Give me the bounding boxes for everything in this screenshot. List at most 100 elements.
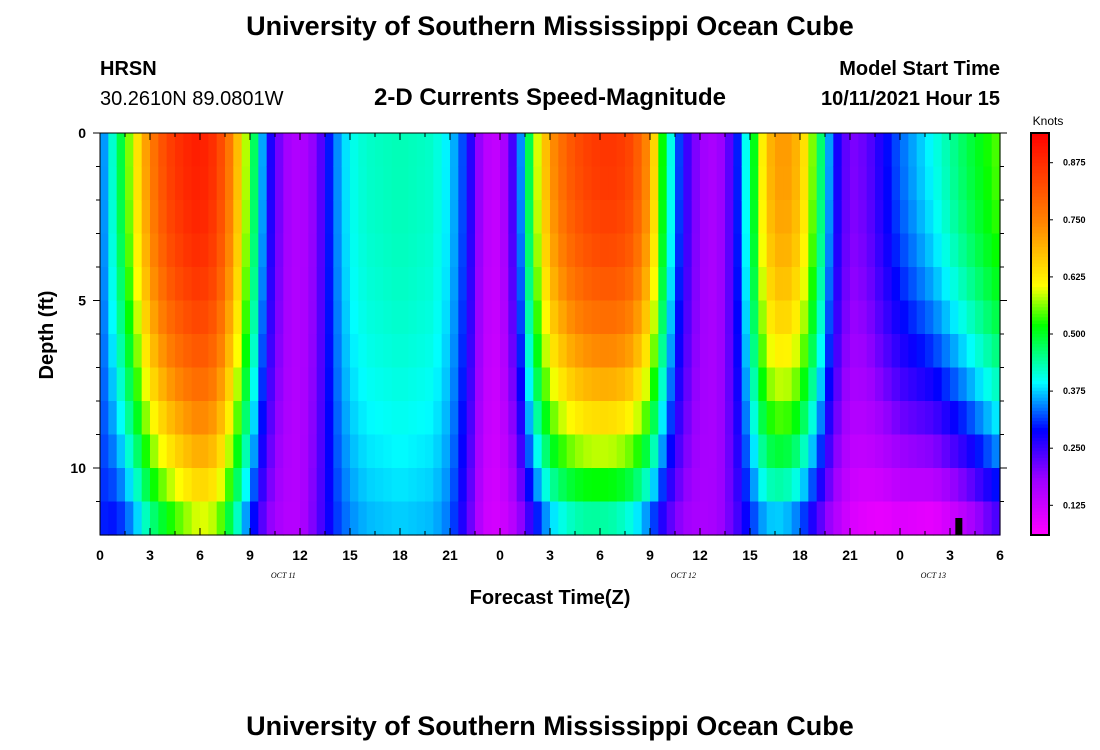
heatmap-cell xyxy=(241,233,251,268)
heatmap-cell xyxy=(125,233,134,268)
heatmap-cell xyxy=(300,401,309,436)
heatmap-cell xyxy=(650,200,659,235)
x-axis-label: Forecast Time(Z) xyxy=(470,587,631,609)
heatmap-cell xyxy=(541,434,551,469)
heatmap-cell xyxy=(691,300,701,335)
heatmap-cell xyxy=(941,200,951,235)
colorbar-segment xyxy=(1031,421,1049,425)
heatmap-cell xyxy=(850,501,859,536)
heatmap-cell xyxy=(316,233,326,268)
heatmap-cell xyxy=(625,200,634,235)
heatmap-cell xyxy=(758,267,768,302)
heatmap-cell xyxy=(333,233,343,268)
heatmap-cell xyxy=(300,133,309,168)
heatmap-cell xyxy=(550,166,559,201)
heatmap-cell xyxy=(425,334,434,369)
heatmap-cell xyxy=(775,401,784,436)
heatmap-cell xyxy=(500,267,509,302)
heatmap-cell xyxy=(158,200,168,235)
heatmap-cell xyxy=(458,434,468,469)
heatmap-cell xyxy=(583,401,593,436)
heatmap-cell xyxy=(925,501,934,536)
heatmap-cell xyxy=(758,233,768,268)
heatmap-cell xyxy=(991,200,1001,235)
heatmap-cell xyxy=(616,367,626,402)
x-tick-label: 21 xyxy=(842,547,858,563)
heatmap-cell xyxy=(266,434,276,469)
heatmap-cell xyxy=(533,501,543,536)
heatmap-cell xyxy=(666,501,676,536)
heatmap-cell xyxy=(516,434,526,469)
heatmap-cell xyxy=(575,233,584,268)
heatmap-cell xyxy=(308,166,318,201)
heatmap-cell xyxy=(200,133,209,168)
heatmap-cell xyxy=(483,233,493,268)
colorbar-segment xyxy=(1031,183,1049,188)
heatmap-cell xyxy=(658,401,668,436)
heatmap-cell xyxy=(516,468,526,503)
heatmap-cell xyxy=(666,434,676,469)
x-tick-label: 6 xyxy=(196,547,204,563)
colorbar-segment xyxy=(1031,273,1049,278)
heatmap-cell xyxy=(841,367,851,402)
heatmap-cell xyxy=(666,200,676,235)
heatmap-cell xyxy=(916,501,926,536)
colorbar-segment xyxy=(1031,159,1049,164)
heatmap-cell xyxy=(100,434,109,469)
heatmap-cell xyxy=(158,334,168,369)
heatmap-cell xyxy=(808,133,818,168)
heatmap-cell xyxy=(600,133,609,168)
heatmap-cell xyxy=(750,334,759,369)
heatmap-cell xyxy=(416,401,426,436)
heatmap-cell xyxy=(116,200,126,235)
heatmap-cell xyxy=(925,334,934,369)
heatmap-cell xyxy=(316,401,326,436)
heatmap-cell xyxy=(308,401,318,436)
heatmap-cell xyxy=(533,133,543,168)
heatmap-cell xyxy=(608,133,618,168)
heatmap-cell xyxy=(966,267,976,302)
heatmap-cell xyxy=(866,267,876,302)
heatmap-cell xyxy=(325,166,334,201)
heatmap-cell xyxy=(541,334,551,369)
heatmap-cell xyxy=(116,468,126,503)
heatmap-cell xyxy=(300,200,309,235)
heatmap-cell xyxy=(608,434,618,469)
heatmap-cell xyxy=(583,334,593,369)
heatmap-cell xyxy=(816,133,826,168)
heatmap-cell xyxy=(366,367,376,402)
heatmap-cell xyxy=(791,334,801,369)
heatmap-cell xyxy=(641,300,651,335)
heatmap-cell xyxy=(875,367,884,402)
heatmap-cell xyxy=(358,434,368,469)
heatmap-cell xyxy=(133,267,143,302)
heatmap-cell xyxy=(358,133,368,168)
heatmap-cell xyxy=(200,434,209,469)
heatmap-cell xyxy=(666,334,676,369)
heatmap-cell xyxy=(583,133,593,168)
heatmap-cell xyxy=(700,133,709,168)
heatmap-cell xyxy=(175,200,184,235)
heatmap-cell xyxy=(375,300,384,335)
heatmap-cell xyxy=(216,501,226,536)
heatmap-cell xyxy=(650,133,659,168)
heatmap-cell xyxy=(900,434,909,469)
colorbar-segment xyxy=(1031,283,1049,288)
heatmap-cell xyxy=(175,166,184,201)
colorbar-segment xyxy=(1031,337,1049,342)
heatmap-cell xyxy=(616,200,626,235)
heatmap-cell xyxy=(491,166,501,201)
heatmap-cell xyxy=(166,401,176,436)
heatmap-cell xyxy=(525,434,534,469)
heatmap-cell xyxy=(750,434,759,469)
heatmap-cell xyxy=(358,334,368,369)
heatmap-cell xyxy=(308,133,318,168)
heatmap-cell xyxy=(816,401,826,436)
heatmap-cell xyxy=(500,233,509,268)
colorbar-segment xyxy=(1031,206,1049,211)
heatmap-cell xyxy=(466,200,476,235)
heatmap-cell xyxy=(216,334,226,369)
heatmap-cell xyxy=(666,468,676,503)
station-coords: 30.2610N 89.0801W xyxy=(100,88,284,110)
heatmap-cell xyxy=(441,334,451,369)
